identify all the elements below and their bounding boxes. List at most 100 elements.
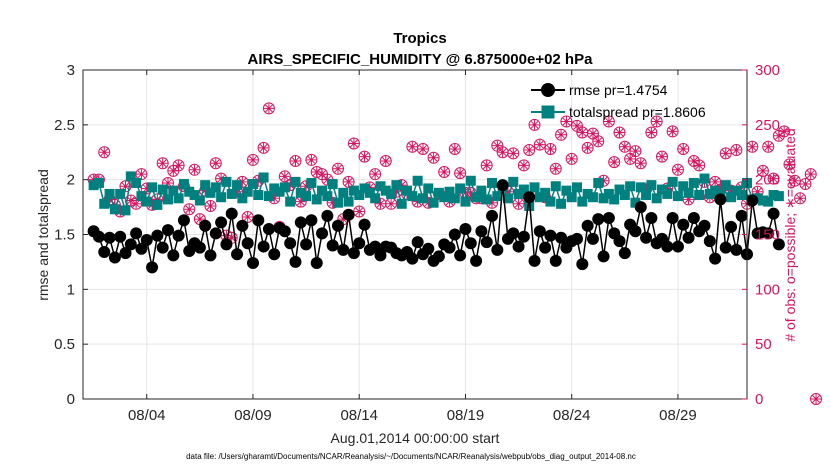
obs-evaluated-point <box>301 181 312 192</box>
rmse-point <box>231 248 244 261</box>
obs-possible-point <box>507 147 520 160</box>
totalspread-point <box>550 181 561 192</box>
totalspread-point <box>253 190 264 201</box>
obs-possible-point <box>629 145 642 158</box>
obs-evaluated-point <box>487 197 498 208</box>
totalspread-point <box>603 188 614 199</box>
obs-evaluated-point <box>311 166 322 177</box>
obs-evaluated-point <box>317 169 328 180</box>
obs-evaluated-point <box>587 128 598 139</box>
totalspread-point <box>587 192 598 203</box>
obs-evaluated-point <box>545 143 556 154</box>
totalspread-point <box>407 191 418 202</box>
rmse-point <box>517 230 530 243</box>
obs-evaluated-point <box>125 195 136 206</box>
totalspread-point <box>508 176 519 187</box>
rmse-point <box>454 249 467 262</box>
totalspread-point <box>688 177 699 188</box>
obs-evaluated-point <box>136 169 147 180</box>
obs-evaluated-point <box>141 183 152 194</box>
obs-evaluated-point <box>210 158 221 169</box>
totalspread-point <box>104 188 115 199</box>
rmse-point <box>422 242 435 255</box>
obs-possible-point <box>246 153 259 166</box>
obs-evaluated-point <box>343 176 354 187</box>
rmse-point <box>698 219 711 232</box>
totalspread-point <box>173 193 184 204</box>
rmse-point <box>119 247 132 260</box>
obs-evaluated-point <box>460 187 471 198</box>
rmse-point <box>294 216 307 229</box>
x-tick-label: 08/09 <box>234 407 272 424</box>
obs-evaluated-point <box>667 126 678 137</box>
obs-evaluated-point <box>715 184 726 195</box>
rmse-point <box>549 254 562 267</box>
obs-possible-point <box>241 210 254 223</box>
totalspread-point <box>487 177 498 188</box>
obs-possible-point <box>172 159 185 172</box>
obs-possible-point <box>762 140 775 153</box>
rmse-point <box>475 225 488 238</box>
obs-possible-point <box>677 142 690 155</box>
totalspread-point <box>481 194 492 205</box>
obs-evaluated-point <box>237 176 248 187</box>
rmse-point <box>682 231 695 244</box>
totalspread-point <box>93 177 104 188</box>
y-left-tick-label: 0.5 <box>54 336 75 353</box>
obs-possible-point <box>454 167 467 180</box>
obs-evaluated-point <box>481 160 492 171</box>
rmse-point <box>671 240 684 253</box>
rmse-point <box>114 230 127 243</box>
y-left-tick-label: 1 <box>67 281 75 298</box>
plot-marks <box>87 102 823 405</box>
obs-evaluated-point <box>232 186 243 197</box>
y-right-tick-label: 300 <box>755 62 780 79</box>
obs-possible-point <box>353 205 366 218</box>
totalspread-point <box>120 205 131 216</box>
totalspread-point <box>285 196 296 207</box>
legend-label-totalspread: totalspread pr=1.8606 <box>569 104 706 120</box>
obs-possible-point <box>342 175 355 188</box>
obs-evaluated-point <box>449 143 460 154</box>
rmse-point <box>725 220 738 233</box>
totalspread-point <box>412 175 423 186</box>
totalspread-point <box>88 180 99 191</box>
totalspread-point <box>641 190 652 201</box>
obs-possible-point <box>369 168 382 181</box>
obs-evaluated-point <box>635 158 646 169</box>
obs-evaluated-point <box>524 145 535 156</box>
obs-evaluated-point <box>242 211 253 222</box>
totalspread-point <box>444 186 455 197</box>
x-tick-label: 08/14 <box>340 407 378 424</box>
rmse-point <box>156 241 169 254</box>
y-axis-label-right: # of obs: o=possible; ∗=evaluated <box>782 128 798 341</box>
obs-possible-point <box>549 162 562 175</box>
obs-evaluated-point <box>614 127 625 138</box>
rmse-point <box>124 238 137 251</box>
obs-possible-point <box>262 102 275 115</box>
obs-evaluated-point <box>593 136 604 147</box>
totalspread-point <box>545 196 556 207</box>
obs-possible-point <box>565 152 578 165</box>
totalspread-point <box>662 188 673 199</box>
obs-evaluated-point <box>120 181 131 192</box>
totalspread-point <box>593 177 604 188</box>
obs-evaluated-point <box>619 141 630 152</box>
obs-possible-point <box>156 157 169 170</box>
totalspread-point <box>168 185 179 196</box>
totalspread-point <box>672 191 683 202</box>
y-left-tick-label: 1.5 <box>54 227 75 244</box>
obs-evaluated-point <box>269 193 280 204</box>
obs-evaluated-point <box>550 163 561 174</box>
obs-possible-point <box>618 140 631 153</box>
obs-evaluated-point <box>147 199 158 210</box>
obs-evaluated-point <box>731 145 742 156</box>
obs-possible-point <box>416 142 429 155</box>
totalspread-point <box>322 191 333 202</box>
obs-possible-point <box>517 159 530 172</box>
obs-evaluated-point <box>396 180 407 191</box>
obs-evaluated-point <box>492 140 503 151</box>
obs-evaluated-point <box>115 206 126 217</box>
obs-possible-point <box>783 158 796 171</box>
rmse-point <box>146 261 159 274</box>
